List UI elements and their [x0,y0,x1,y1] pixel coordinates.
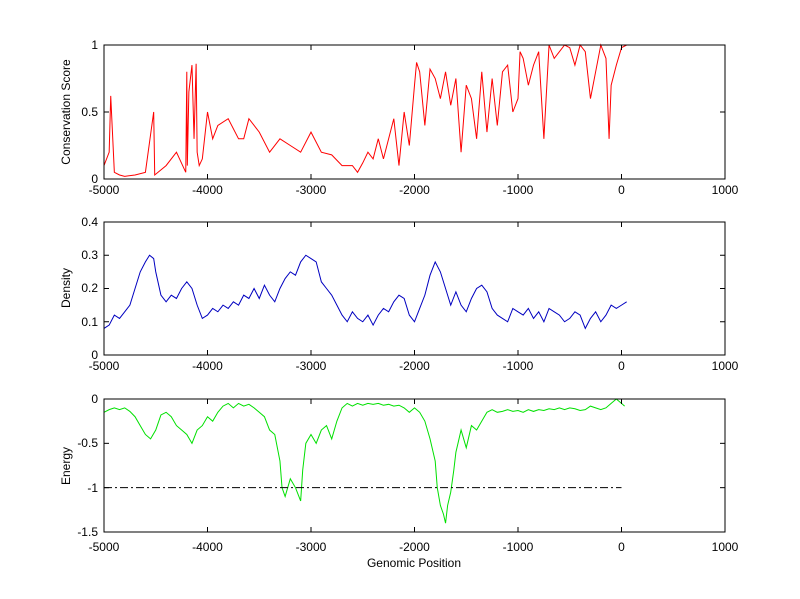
conservation-xtick-labels: -5000 -4000 -3000 -2000 -1000 0 1000 [89,183,739,197]
energy-xtick-labels: -5000 -4000 -3000 -2000 -1000 0 1000 [89,540,739,554]
conservation-ylabel: Conservation Score [59,59,73,165]
density-ytick-label: 0.4 [81,215,98,229]
density-series-line [103,254,627,330]
conservation-ytick-labels: 0 0.5 1 [81,38,98,186]
energy-ytick-labels: -1.5 -1 -0.5 0 [77,392,98,539]
conservation-xtick-label: 0 [618,183,625,197]
density-xtick-label: 0 [618,359,625,373]
conservation-ytick-label: 0 [91,172,98,186]
energy-xtick-label: 0 [618,540,625,554]
energy-xtick-label: -3000 [296,540,327,554]
density-xtick-label: -2000 [399,359,430,373]
energy-ytick-label: -0.5 [77,436,98,450]
conservation-ticks [103,44,726,180]
energy-ylabel: Energy [59,447,73,485]
density-xtick-label: -3000 [296,359,327,373]
energy-xtick-label: -1000 [503,540,534,554]
conservation-xtick-label: -5000 [89,183,120,197]
density-ytick-label: 0.1 [81,315,98,329]
density-ytick-label: 0.2 [81,281,98,295]
conservation-xtick-label: -1000 [503,183,534,197]
energy-series-line [103,398,625,524]
conservation-ytick-label: 0.5 [81,105,98,119]
energy-xtick-label: 1000 [712,540,739,554]
panel-energy: -5000 -4000 -3000 -2000 -1000 0 1000 -1.… [59,392,739,570]
energy-ticks [103,398,726,533]
density-ylabel: Density [59,268,73,308]
energy-xtick-label: -5000 [89,540,120,554]
density-xtick-labels: -5000 -4000 -3000 -2000 -1000 0 1000 [89,359,739,373]
conservation-xtick-label: 1000 [712,183,739,197]
density-ytick-labels: 0 0.1 0.2 0.3 0.4 [81,215,98,362]
conservation-xtick-label: -4000 [192,183,223,197]
density-series [103,254,627,330]
density-ytick-label: 0.3 [81,248,98,262]
density-xtick-label: -4000 [192,359,223,373]
density-xtick-label: -1000 [503,359,534,373]
density-ytick-label: 0 [91,348,98,362]
density-ticks [103,221,726,356]
energy-xlabel: Genomic Position [367,556,461,570]
energy-xtick-label: -4000 [192,540,223,554]
conservation-series [103,43,627,177]
density-xtick-label: 1000 [712,359,739,373]
energy-ytick-label: -1.5 [77,525,98,539]
panel-density: -5000 -4000 -3000 -2000 -1000 0 1000 0 0… [59,215,739,373]
energy-xtick-label: -2000 [399,540,430,554]
density-xtick-label: -5000 [89,359,120,373]
conservation-ytick-label: 1 [91,38,98,52]
conservation-xtick-label: -2000 [399,183,430,197]
panel-conservation: -5000 -4000 -3000 -2000 -1000 0 1000 0 0… [59,38,739,197]
conservation-series-line [103,43,627,177]
conservation-xtick-label: -3000 [296,183,327,197]
energy-ytick-label: -1 [87,481,98,495]
energy-series [103,398,625,524]
energy-ytick-label: 0 [91,392,98,406]
